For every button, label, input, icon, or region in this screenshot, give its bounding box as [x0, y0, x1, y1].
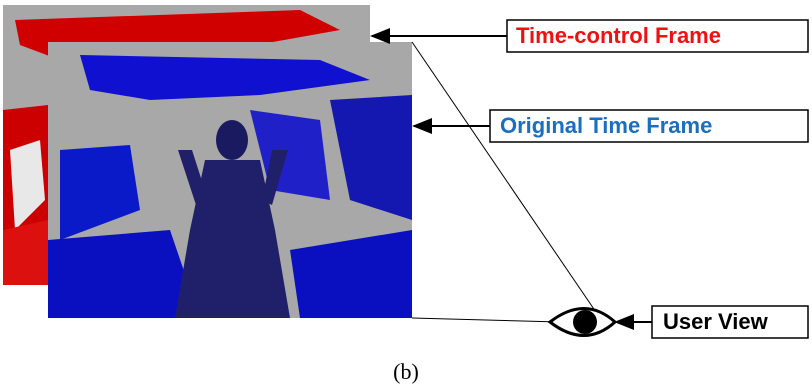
label: Original Time Frame — [500, 113, 712, 138]
diagram: Time-control Frame Original Time Frame U… — [0, 0, 812, 390]
original-time-frame — [48, 42, 412, 318]
sight-line — [412, 318, 560, 322]
label: Time-control Frame — [516, 23, 721, 48]
label: User View — [663, 309, 769, 334]
eye-icon — [550, 309, 615, 336]
caption: (b) — [393, 359, 419, 384]
sight-line — [412, 42, 600, 318]
